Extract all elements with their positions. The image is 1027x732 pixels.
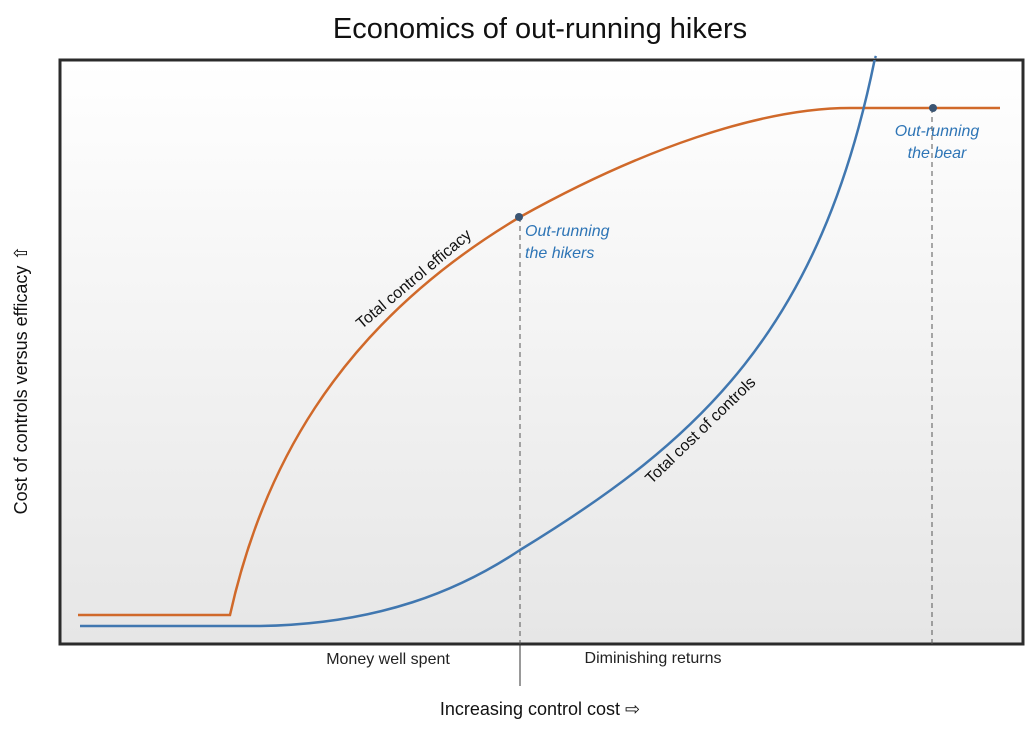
bear-label-line2: the bear bbox=[908, 145, 967, 162]
hikers-label-line1: Out-running bbox=[525, 223, 610, 240]
y-axis-label: Cost of controls versus efficacy ⇧ bbox=[11, 246, 31, 515]
x-axis-label: Increasing control cost ⇨ bbox=[440, 699, 640, 719]
hikers-label-line2: the hikers bbox=[525, 245, 594, 262]
hikers-marker bbox=[515, 213, 523, 221]
plot-frame bbox=[58, 58, 1025, 646]
efficacy-curve bbox=[78, 106, 1000, 617]
bear-label-line1: Out-running bbox=[895, 123, 980, 140]
diagram-title: Economics of out-running hikers bbox=[333, 13, 747, 45]
region-label-right: Diminishing returns bbox=[585, 650, 722, 667]
cost-curve bbox=[80, 60, 876, 628]
region-label-left: Money well spent bbox=[326, 651, 450, 668]
cost-curve-overflow bbox=[873, 55, 878, 59]
bear-marker bbox=[929, 104, 937, 112]
